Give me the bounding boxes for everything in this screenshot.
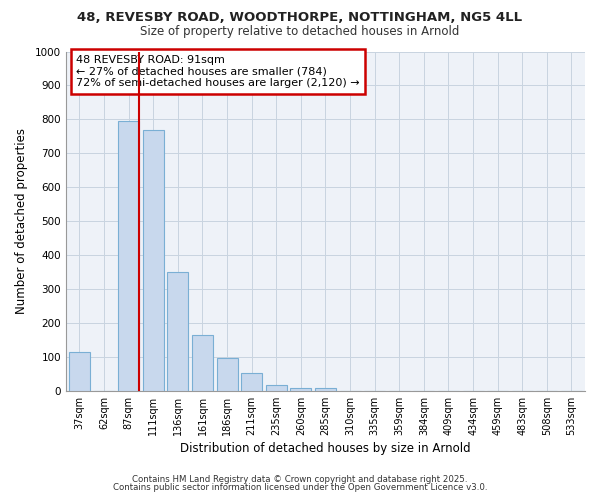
Bar [241, 373, 262, 391]
Bar [118, 121, 139, 391]
Bar [217, 358, 238, 391]
Text: Contains HM Land Registry data © Crown copyright and database right 2025.: Contains HM Land Registry data © Crown c… [132, 475, 468, 484]
Bar [69, 352, 90, 391]
Y-axis label: Number of detached properties: Number of detached properties [15, 128, 28, 314]
Bar [143, 130, 164, 391]
Text: 48 REVESBY ROAD: 91sqm
← 27% of detached houses are smaller (784)
72% of semi-de: 48 REVESBY ROAD: 91sqm ← 27% of detached… [76, 55, 360, 88]
Text: 48, REVESBY ROAD, WOODTHORPE, NOTTINGHAM, NG5 4LL: 48, REVESBY ROAD, WOODTHORPE, NOTTINGHAM… [77, 11, 523, 24]
Bar [315, 388, 336, 391]
Bar [290, 388, 311, 391]
Bar [167, 272, 188, 391]
Text: Contains public sector information licensed under the Open Government Licence v3: Contains public sector information licen… [113, 483, 487, 492]
Bar [192, 335, 213, 391]
Text: Size of property relative to detached houses in Arnold: Size of property relative to detached ho… [140, 25, 460, 38]
X-axis label: Distribution of detached houses by size in Arnold: Distribution of detached houses by size … [180, 442, 471, 455]
Bar [266, 384, 287, 391]
